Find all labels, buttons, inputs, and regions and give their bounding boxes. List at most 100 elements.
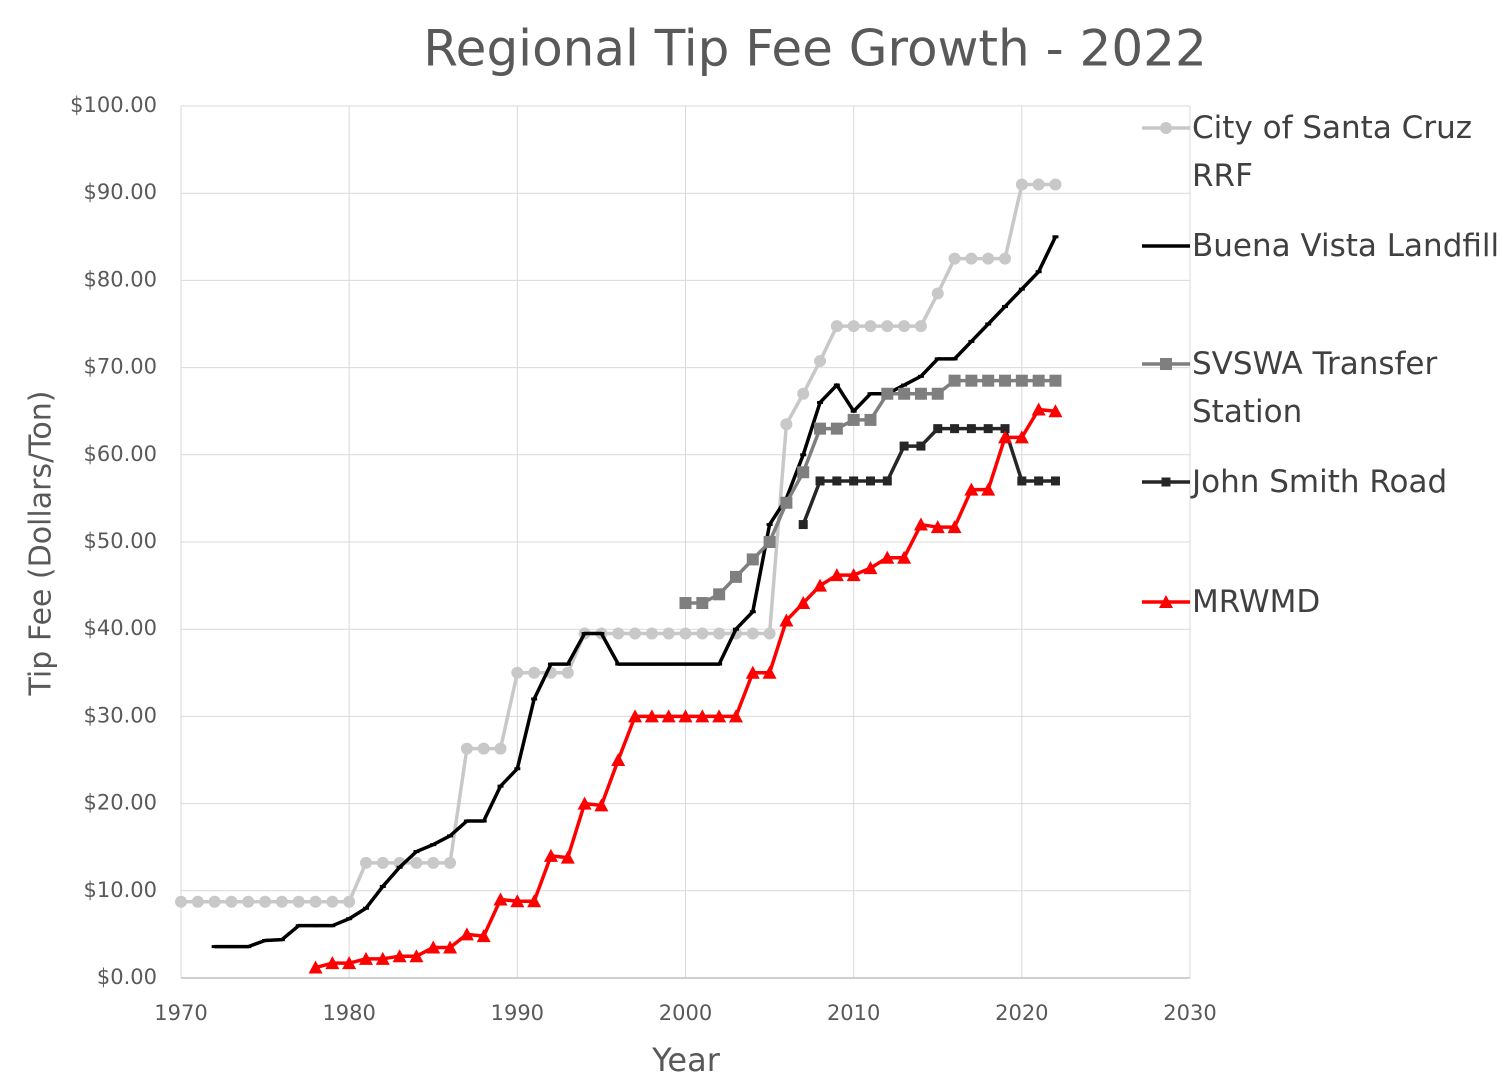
data-point: [308, 960, 323, 974]
data-point: [846, 568, 861, 582]
data-point: [1018, 287, 1025, 291]
data-point: [881, 320, 894, 333]
data-point: [766, 523, 773, 527]
data-point: [581, 632, 588, 636]
data-point: [732, 627, 739, 631]
y-tick-label: $40.00: [84, 616, 157, 640]
data-point: [346, 917, 353, 921]
data-point: [598, 632, 605, 636]
data-point: [648, 662, 655, 666]
data-point: [881, 387, 894, 400]
data-point: [796, 596, 811, 610]
data-point: [914, 387, 927, 400]
y-tick-label: $90.00: [84, 180, 157, 204]
data-point: [1049, 374, 1062, 387]
legend-label: John Smith Road: [1192, 464, 1448, 500]
data-point: [326, 895, 339, 908]
y-tick-label: $80.00: [84, 267, 157, 291]
data-point: [948, 374, 961, 387]
x-tick-label: 2030: [1163, 1001, 1216, 1025]
data-point: [628, 709, 643, 723]
data-point: [898, 387, 911, 400]
data-point: [329, 924, 336, 928]
legend-label: Buena Vista Landfill: [1192, 228, 1500, 264]
data-point: [444, 856, 457, 869]
data-point: [712, 709, 727, 723]
data-point: [514, 767, 521, 771]
data-point: [849, 476, 859, 486]
data-point: [343, 895, 356, 908]
data-point: [375, 951, 390, 965]
data-point: [396, 865, 403, 869]
data-point: [800, 453, 807, 457]
data-point: [798, 520, 808, 530]
data-point: [931, 387, 944, 400]
data-point: [696, 627, 709, 640]
data-point: [749, 610, 756, 614]
data-point: [917, 374, 924, 378]
data-point: [447, 834, 454, 838]
data-point: [459, 927, 474, 941]
legend-marker: [1161, 477, 1171, 487]
data-point: [577, 796, 592, 810]
data-point: [1035, 270, 1042, 274]
data-point: [964, 482, 979, 496]
data-point: [510, 894, 525, 908]
data-point: [965, 374, 978, 387]
data-point: [813, 578, 828, 592]
data-point: [914, 320, 927, 333]
data-point: [1050, 476, 1060, 486]
data-point: [476, 929, 491, 943]
data-point: [564, 662, 571, 666]
data-point: [797, 466, 810, 479]
data-point: [983, 424, 993, 434]
data-point: [362, 906, 369, 910]
data-point: [745, 665, 760, 679]
x-axis-label: Year: [651, 1041, 721, 1079]
data-point: [1014, 430, 1029, 444]
data-point: [763, 536, 776, 548]
data-point: [494, 742, 507, 755]
data-point: [211, 945, 218, 949]
data-point: [1049, 178, 1062, 191]
data-point: [632, 662, 639, 666]
x-tick-label: 2010: [827, 1001, 880, 1025]
data-point: [191, 895, 204, 908]
data-point: [1000, 424, 1010, 434]
data-point: [699, 662, 706, 666]
data-point: [426, 940, 441, 954]
data-point: [948, 252, 961, 265]
y-tick-label: $70.00: [84, 355, 157, 379]
y-tick-label: $20.00: [84, 791, 157, 815]
data-point: [413, 850, 420, 854]
legend-marker: [1159, 595, 1173, 608]
data-point: [527, 894, 542, 908]
data-point: [275, 895, 288, 908]
data-point: [814, 422, 827, 435]
data-point: [728, 709, 743, 723]
data-point: [679, 627, 692, 640]
data-point: [696, 597, 709, 610]
data-point: [379, 884, 386, 888]
data-point: [897, 550, 912, 564]
data-point: [847, 320, 860, 333]
data-point: [560, 850, 575, 864]
data-point: [746, 627, 759, 640]
y-tick-label: $100.00: [70, 93, 157, 117]
data-point: [175, 895, 187, 908]
data-point: [262, 939, 269, 943]
data-point: [543, 848, 558, 862]
data-point: [208, 895, 221, 908]
data-point: [443, 940, 458, 954]
data-point: [847, 413, 860, 426]
data-point: [309, 895, 322, 908]
data-point: [833, 383, 840, 387]
data-point: [531, 697, 538, 701]
data-point: [863, 561, 878, 575]
data-point: [644, 709, 659, 723]
data-point: [615, 662, 622, 666]
data-point: [1052, 235, 1059, 239]
data-point: [968, 339, 975, 343]
data-point: [661, 709, 676, 723]
data-point: [713, 588, 726, 601]
